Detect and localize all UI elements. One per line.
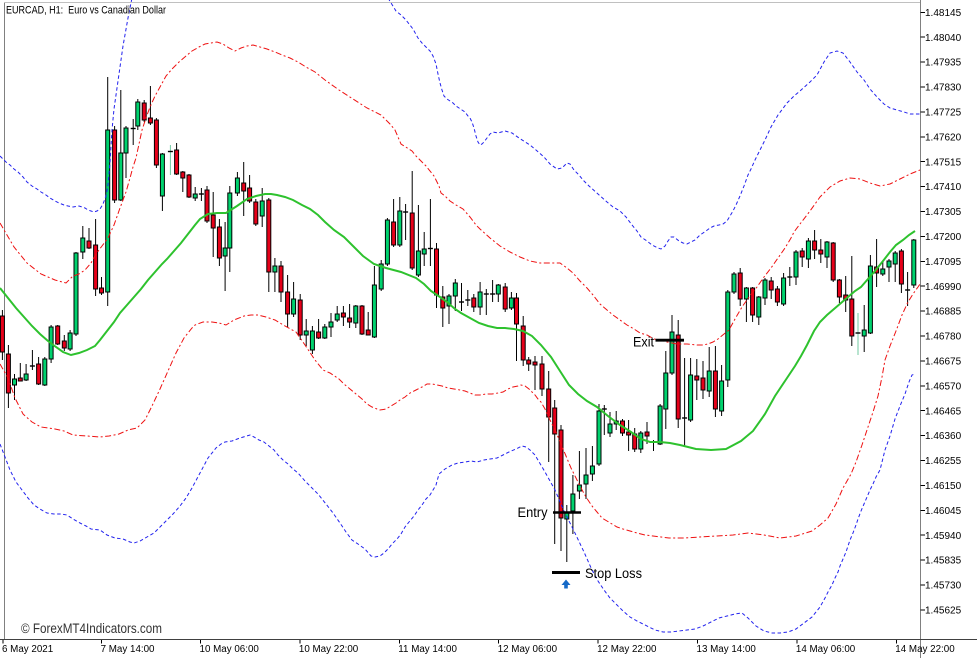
svg-text:13 May 14:00: 13 May 14:00 [697, 644, 757, 655]
svg-text:1.46780: 1.46780 [925, 332, 962, 343]
svg-text:14 May 22:00: 14 May 22:00 [895, 644, 955, 655]
svg-text:Exit: Exit [633, 335, 654, 350]
svg-text:1.47725: 1.47725 [925, 108, 962, 119]
svg-text:1.46885: 1.46885 [925, 307, 962, 318]
svg-text:12 May 22:00: 12 May 22:00 [597, 644, 657, 655]
svg-text:1.47935: 1.47935 [925, 58, 962, 69]
svg-text:1.47515: 1.47515 [925, 157, 962, 168]
svg-text:1.46045: 1.46045 [925, 506, 962, 517]
svg-text:1.48040: 1.48040 [925, 33, 962, 44]
svg-text:10 May 22:00: 10 May 22:00 [299, 644, 359, 655]
svg-text:1.47830: 1.47830 [925, 83, 962, 94]
svg-text:EURCAD, H1: Euro vs Canadian: EURCAD, H1: Euro vs Canadian Dollar [6, 5, 166, 17]
svg-text:Stop Loss: Stop Loss [585, 566, 642, 581]
svg-text:1.46255: 1.46255 [925, 456, 962, 467]
svg-text:7 May 14:00: 7 May 14:00 [101, 644, 155, 655]
svg-text:12 May 06:00: 12 May 06:00 [498, 644, 558, 655]
svg-text:1.47305: 1.47305 [925, 207, 962, 218]
svg-text:1.45940: 1.45940 [925, 531, 962, 542]
svg-text:Entry: Entry [518, 505, 548, 520]
svg-text:1.46990: 1.46990 [925, 282, 962, 293]
svg-text:1.46150: 1.46150 [925, 481, 962, 492]
svg-text:1.46360: 1.46360 [925, 431, 962, 442]
svg-text:1.45835: 1.45835 [925, 556, 962, 567]
svg-text:14 May 06:00: 14 May 06:00 [796, 644, 856, 655]
svg-text:1.47200: 1.47200 [925, 232, 962, 243]
svg-text:1.47410: 1.47410 [925, 182, 962, 193]
svg-text:11 May 14:00: 11 May 14:00 [398, 644, 457, 655]
svg-text:1.47095: 1.47095 [925, 257, 962, 268]
svg-text:1.45625: 1.45625 [925, 606, 962, 617]
svg-text:1.46465: 1.46465 [925, 406, 962, 417]
svg-text:© ForexMT4Indicators.com: © ForexMT4Indicators.com [21, 621, 162, 636]
svg-text:1.45730: 1.45730 [925, 581, 962, 592]
svg-text:10 May 06:00: 10 May 06:00 [200, 644, 260, 655]
svg-text:6 May 2021: 6 May 2021 [2, 644, 53, 655]
svg-text:1.46570: 1.46570 [925, 381, 962, 392]
svg-text:1.47620: 1.47620 [925, 132, 962, 143]
svg-text:1.48145: 1.48145 [925, 8, 962, 19]
svg-text:1.46675: 1.46675 [925, 357, 962, 368]
